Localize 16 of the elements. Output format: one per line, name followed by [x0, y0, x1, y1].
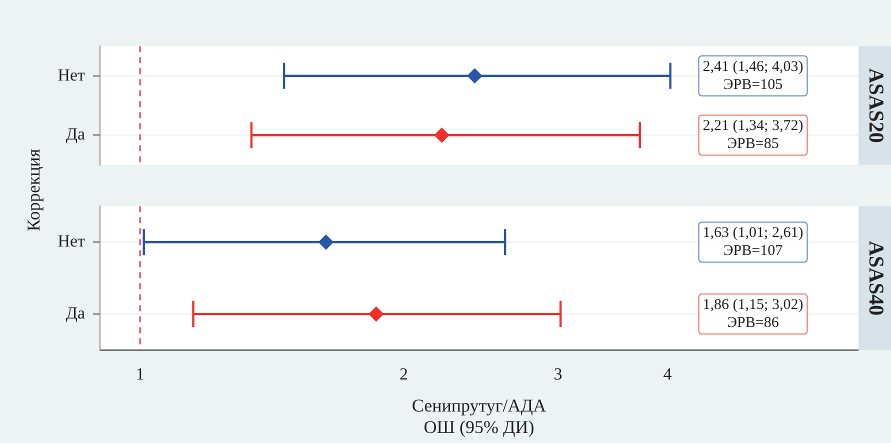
y-tick-label: Да [66, 124, 86, 144]
x-tick-label: 1 [136, 364, 144, 384]
annotation: 1,86 (1,15; 3,02) ЭРВ=86 [702, 296, 804, 331]
annotation: 2,41 (1,46; 4,03) ЭРВ=105 [702, 58, 804, 93]
y-tick-label: Нет [58, 65, 86, 84]
x-tick-label: 4 [663, 364, 672, 384]
annotation: 2,21 (1,34; 3,72) ЭРВ=85 [702, 118, 804, 152]
x-axis-title: Сенипрутуг/АДА ОШ (95% ДИ) [412, 395, 546, 437]
text: ASAS40 [864, 240, 889, 316]
annotation: 1,63 (1,01; 2,61) ЭРВ=107 [702, 225, 804, 260]
y-axis-title: Коррекция [24, 148, 44, 232]
text: ASAS20 [864, 68, 889, 143]
x-tick-label: 3 [554, 364, 562, 384]
x-tick-label: 2 [400, 364, 408, 384]
y-tick-label: Да [66, 304, 86, 323]
y-tick-label: Нет [58, 232, 86, 251]
